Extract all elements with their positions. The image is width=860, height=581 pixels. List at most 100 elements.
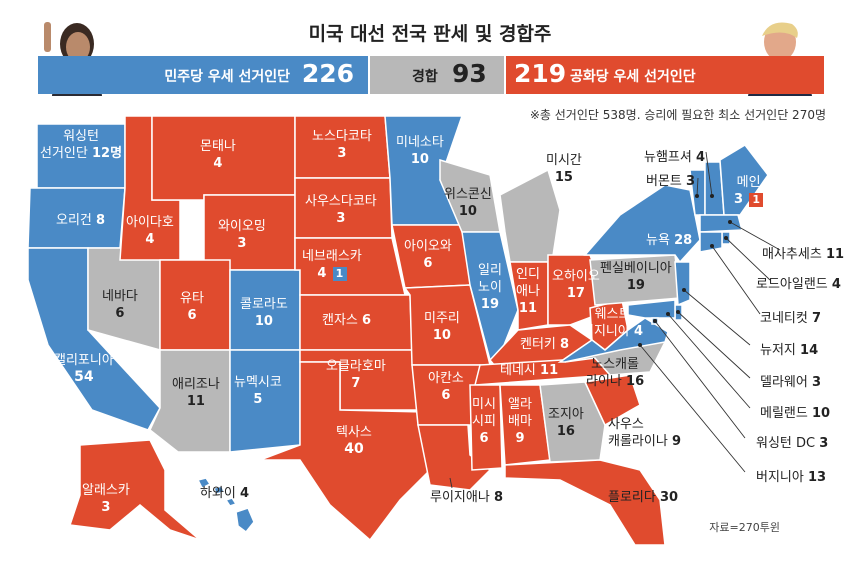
- label-florida: 플로리다 30: [608, 486, 678, 505]
- label-kansas: 캔자스 6: [322, 312, 371, 329]
- label-georgia: 조지아 16: [548, 406, 584, 440]
- label-north-dakota-name: 노스다코타: [312, 129, 372, 144]
- label-minnesota-votes: 10: [410, 152, 429, 167]
- dot-delaware: [676, 310, 680, 314]
- label-utah-votes: 6: [187, 308, 197, 323]
- label-pennsylvania: 펜실베이니아 19: [600, 260, 672, 294]
- label-south-carolina-name2: 캐롤라이나: [608, 434, 668, 449]
- republican-tally-label: 공화당 우세 선거인단: [570, 69, 696, 85]
- leader-dc: [654, 320, 746, 439]
- label-delaware-name: 델라웨어: [760, 375, 808, 390]
- label-indiana-name2: 애나: [516, 284, 540, 299]
- label-arkansas: 아칸소 6: [428, 370, 464, 404]
- label-new-mexico-votes: 5: [253, 392, 263, 407]
- label-west-virginia-name: 웨스트: [594, 307, 631, 322]
- label-nebraska-name: 네브래스카: [302, 249, 362, 264]
- dot-new-jersey: [682, 288, 686, 292]
- label-montana-votes: 4: [213, 156, 223, 171]
- label-louisiana-name: 루이지애나: [430, 490, 490, 505]
- label-florida-name: 플로리다: [608, 490, 656, 505]
- label-nevada: 네바다 6: [102, 288, 138, 322]
- label-new-mexico: 뉴멕시코 5: [234, 374, 282, 408]
- label-pennsylvania-name: 펜실베이니아: [600, 261, 672, 276]
- label-oregon-name: 오리건: [56, 213, 92, 228]
- label-washington-name: 워싱턴: [63, 129, 99, 144]
- dot-rhode-island: [724, 236, 728, 240]
- label-south-dakota: 사우스다코타 3: [305, 193, 377, 227]
- label-california-votes: 54: [74, 369, 94, 385]
- dot-virginia: [638, 343, 642, 347]
- label-idaho-name: 아이다호: [126, 215, 174, 230]
- label-alabama: 앨라 배마 9: [508, 396, 532, 447]
- leader-delaware: [677, 311, 751, 379]
- label-nebraska: 네브래스카 4 1: [302, 248, 362, 282]
- tossup-tally-value: 93: [452, 59, 487, 88]
- label-texas: 텍사스 40: [336, 424, 372, 458]
- label-alabama-votes: 9: [515, 431, 525, 446]
- label-south-carolina-name: 사우스: [608, 417, 644, 432]
- label-dc-votes: 3: [819, 436, 829, 451]
- label-dc-name: 워싱턴 DC: [756, 436, 816, 451]
- label-new-mexico-name: 뉴멕시코: [234, 375, 282, 390]
- label-dc: 워싱턴 DC 3: [756, 432, 828, 451]
- label-mississippi-name: 미시: [472, 397, 496, 412]
- label-minnesota: 미네소타 10: [396, 134, 444, 168]
- label-west-virginia: 웨스트 버지니아 4: [582, 306, 643, 340]
- label-virginia-votes: 13: [807, 470, 827, 485]
- label-oklahoma-votes: 7: [351, 376, 361, 391]
- label-wyoming: 와이오밍 3: [218, 218, 266, 252]
- label-pennsylvania-votes: 19: [626, 278, 645, 293]
- label-vermont: 버몬트 3: [646, 170, 695, 189]
- dot-connecticut: [710, 244, 714, 248]
- state-new-jersey: [674, 261, 691, 307]
- label-tennessee-name: 테네시: [500, 363, 536, 378]
- label-alaska-name: 알래스카: [82, 483, 130, 498]
- label-illinois-name2: 노이: [478, 280, 502, 295]
- state-south-carolina: [583, 374, 641, 427]
- label-north-carolina-name: 노스캐롤: [591, 357, 639, 372]
- label-oklahoma: 오클라호마 7: [326, 358, 386, 392]
- leader-louisiana: [449, 477, 453, 489]
- label-north-carolina-name2: 라이나: [586, 374, 622, 389]
- label-north-carolina-votes: 16: [626, 374, 645, 389]
- label-arizona-votes: 11: [186, 394, 205, 409]
- dot-vermont: [695, 194, 699, 198]
- leader-rhode-island: [725, 237, 771, 281]
- label-ohio-name: 오하이오: [552, 269, 600, 284]
- label-utah: 유타 6: [180, 290, 204, 324]
- label-wisconsin-name: 위스콘신: [444, 187, 492, 202]
- label-georgia-name: 조지아: [548, 407, 584, 422]
- label-texas-name: 텍사스: [336, 425, 372, 440]
- label-nebraska-votes: 4: [317, 266, 327, 281]
- republican-tally-value: 219: [514, 59, 567, 88]
- label-massachusetts-name: 매사추세츠: [762, 247, 822, 262]
- label-tennessee: 테네시 11: [500, 362, 558, 379]
- label-georgia-votes: 16: [556, 424, 575, 439]
- label-connecticut-name: 코네티컷: [760, 311, 808, 326]
- state-virginia: [557, 317, 669, 363]
- label-texas-votes: 40: [344, 441, 364, 457]
- label-missouri-votes: 10: [432, 328, 451, 343]
- label-wyoming-name: 와이오밍: [218, 219, 266, 234]
- label-alaska-votes: 3: [101, 500, 111, 515]
- state-maryland: [627, 299, 676, 319]
- leader-new-jersey: [683, 289, 751, 346]
- dot-dc: [653, 319, 657, 323]
- label-hawaii: 하와이 4: [200, 482, 249, 501]
- state-alaska: [68, 439, 201, 541]
- label-indiana-name: 인디: [516, 267, 540, 282]
- label-montana-name: 몬태나: [200, 139, 236, 154]
- state-mississippi: [469, 384, 503, 471]
- label-indiana-votes: 11: [518, 301, 537, 316]
- label-hawaii-name: 하와이: [200, 486, 236, 501]
- label-washington: 워싱턴 선거인단 12명: [40, 128, 122, 162]
- label-delaware: 델라웨어 3: [760, 371, 821, 390]
- label-connecticut: 코네티컷 7: [760, 307, 821, 326]
- label-north-dakota-votes: 3: [337, 146, 347, 161]
- label-iowa-votes: 6: [423, 256, 433, 271]
- label-massachusetts-votes: 11: [825, 247, 845, 262]
- label-south-carolina: 사우스 캐롤라이나 9: [608, 416, 681, 450]
- source-note: 자료=270투윈: [709, 521, 780, 534]
- state-indiana: [509, 261, 549, 331]
